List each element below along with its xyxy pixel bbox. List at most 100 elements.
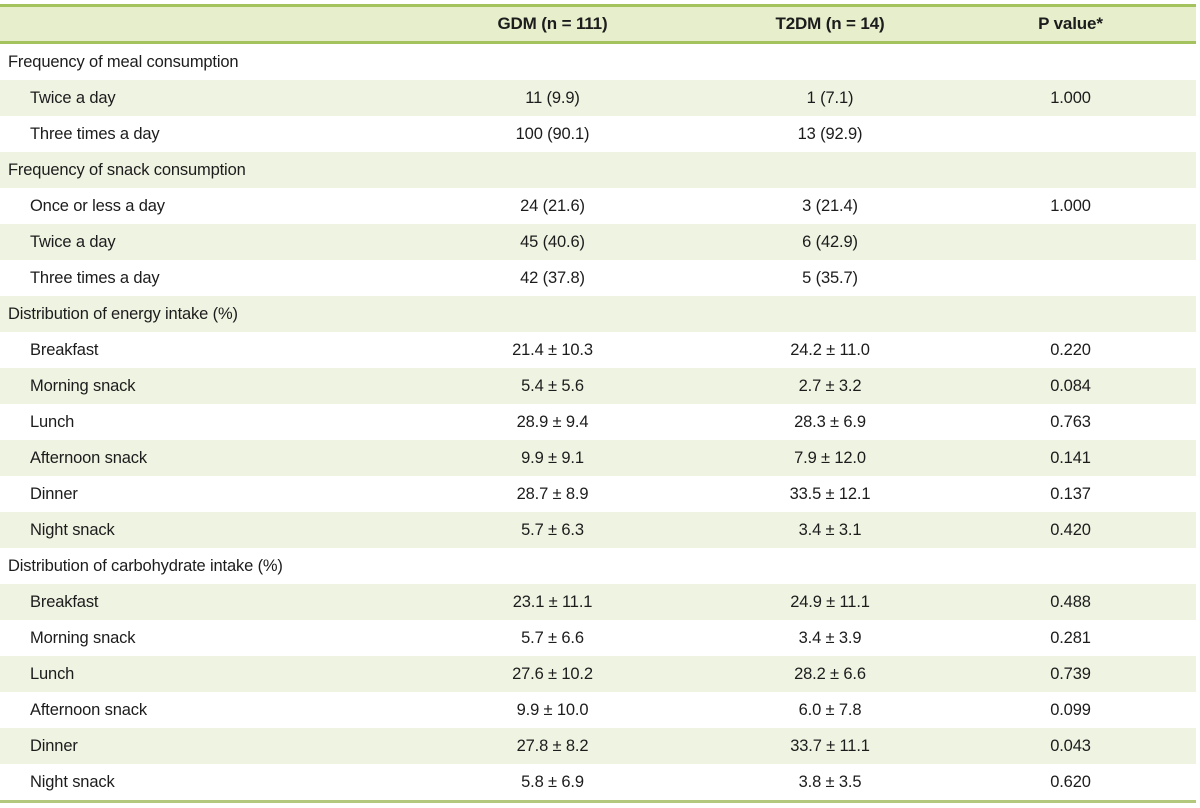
col-header-label	[0, 5, 390, 44]
t2dm-value-cell: 3.8 ± 3.5	[798, 772, 862, 791]
row-label-cell: Lunch	[30, 412, 75, 431]
table-row: Dinner 28.7 ± 8.9 33.5 ± 12.1 0.137	[0, 476, 1196, 512]
t2dm-value-cell: 6 (42.9)	[715, 224, 945, 260]
table-row: Afternoon snack 9.9 ± 10.0 6.0 ± 7.8 0.0…	[0, 692, 1196, 728]
p-value-cell	[945, 548, 1196, 584]
p-value-cell: 0.620	[1050, 772, 1091, 791]
t2dm-value-cell: 33.5 ± 12.1	[789, 484, 871, 503]
gdm-value-cell: 27.6 ± 10.2	[390, 656, 715, 692]
gdm-value-cell: 5.7 ± 6.3	[390, 512, 715, 548]
row-label-cell: Morning snack	[0, 368, 390, 404]
gdm-value-cell: 24 (21.6)	[520, 196, 585, 215]
table-row: Breakfast 21.4 ± 10.3 24.2 ± 11.0 0.220	[0, 332, 1196, 368]
t2dm-value-cell: 3.4 ± 3.9	[798, 628, 862, 647]
t2dm-value-cell: 7.9 ± 12.0	[715, 440, 945, 476]
t2dm-value-cell	[715, 152, 945, 188]
p-value-cell: 0.137	[1050, 484, 1091, 503]
table-row: Dinner 27.8 ± 8.2 33.7 ± 11.1 0.043	[0, 728, 1196, 764]
t2dm-value-cell: 13 (92.9)	[797, 124, 863, 143]
t2dm-value-cell: 3 (21.4)	[802, 196, 858, 215]
row-label-cell: Night snack	[0, 512, 390, 548]
gdm-value-cell: 9.9 ± 9.1	[390, 440, 715, 476]
gdm-value-cell	[390, 43, 715, 81]
gdm-value-cell: 5.4 ± 5.6	[390, 368, 715, 404]
t2dm-value-cell: 33.7 ± 11.1	[715, 728, 945, 764]
table-row: Morning snack 5.7 ± 6.6 3.4 ± 3.9 0.281	[0, 620, 1196, 656]
table-row: Lunch 27.6 ± 10.2 28.2 ± 6.6 0.739	[0, 656, 1196, 692]
gdm-value-cell: 28.7 ± 8.9	[516, 484, 589, 503]
col-header-t2dm: T2DM (n = 14)	[715, 5, 945, 44]
row-label-cell: Three times a day	[30, 124, 160, 143]
p-value-cell	[945, 43, 1196, 81]
p-value-cell: 0.043	[945, 728, 1196, 764]
table-row: Twice a day 45 (40.6) 6 (42.9)	[0, 224, 1196, 260]
row-label-cell: Twice a day	[0, 224, 390, 260]
t2dm-value-cell: 6.0 ± 7.8	[798, 700, 862, 719]
p-value-cell	[945, 224, 1196, 260]
gdm-value-cell: 27.8 ± 8.2	[390, 728, 715, 764]
table-row: Three times a day 100 (90.1) 13 (92.9)	[0, 116, 1196, 152]
row-label-cell: Distribution of energy intake (%)	[0, 296, 390, 332]
gdm-value-cell: 21.4 ± 10.3	[512, 340, 593, 359]
row-label-cell: Frequency of meal consumption	[8, 52, 239, 71]
gdm-value-cell	[390, 548, 715, 584]
gdm-value-cell: 100 (90.1)	[515, 124, 590, 143]
p-value-cell	[945, 116, 1196, 152]
header-row: GDM (n = 111) T2DM (n = 14) P value*	[0, 5, 1196, 44]
row-label-cell: Night snack	[30, 772, 115, 791]
p-value-cell: 0.763	[1050, 412, 1091, 431]
section-row: Frequency of meal consumption	[0, 43, 1196, 81]
col-header-pvalue: P value*	[945, 5, 1196, 44]
p-value-cell: 0.739	[945, 656, 1196, 692]
table-row: Morning snack 5.4 ± 5.6 2.7 ± 3.2 0.084	[0, 368, 1196, 404]
row-label-cell: Afternoon snack	[30, 700, 147, 719]
section-row: Frequency of snack consumption	[0, 152, 1196, 188]
table-row: Breakfast 23.1 ± 11.1 24.9 ± 11.1 0.488	[0, 584, 1196, 620]
table-row: Night snack 5.8 ± 6.9 3.8 ± 3.5 0.620	[0, 764, 1196, 802]
row-label-cell: Breakfast	[0, 584, 390, 620]
col-header-gdm: GDM (n = 111)	[390, 5, 715, 44]
gdm-value-cell: 5.8 ± 6.9	[521, 772, 584, 791]
gdm-value-cell: 11 (9.9)	[390, 80, 715, 116]
row-label-cell: Twice a day	[0, 80, 390, 116]
t2dm-value-cell	[715, 296, 945, 332]
p-value-cell	[945, 260, 1196, 296]
table-row: Three times a day 42 (37.8) 5 (35.7)	[0, 260, 1196, 296]
t2dm-value-cell: 2.7 ± 3.2	[715, 368, 945, 404]
gdm-value-cell: 28.9 ± 9.4	[516, 412, 589, 431]
t2dm-value-cell: 24.2 ± 11.0	[790, 340, 870, 359]
p-value-cell: 0.281	[1050, 628, 1091, 647]
p-value-cell: 0.141	[945, 440, 1196, 476]
t2dm-value-cell	[715, 43, 945, 81]
row-label-cell: Breakfast	[30, 340, 99, 359]
table-row: Night snack 5.7 ± 6.3 3.4 ± 3.1 0.420	[0, 512, 1196, 548]
t2dm-value-cell	[715, 548, 945, 584]
row-label-cell: Morning snack	[30, 628, 136, 647]
t2dm-value-cell: 1 (7.1)	[715, 80, 945, 116]
gdm-value-cell: 5.7 ± 6.6	[521, 628, 584, 647]
p-value-cell: 0.084	[945, 368, 1196, 404]
t2dm-value-cell: 28.2 ± 6.6	[715, 656, 945, 692]
table-row: Lunch 28.9 ± 9.4 28.3 ± 6.9 0.763	[0, 404, 1196, 440]
p-value-cell: 0.420	[945, 512, 1196, 548]
t2dm-value-cell: 24.9 ± 11.1	[715, 584, 945, 620]
p-value-cell: 1.000	[945, 80, 1196, 116]
row-label-cell: Afternoon snack	[0, 440, 390, 476]
table-header: GDM (n = 111) T2DM (n = 14) P value*	[0, 5, 1196, 44]
p-value-cell: 0.220	[1050, 340, 1091, 359]
gdm-value-cell	[390, 152, 715, 188]
t2dm-value-cell: 3.4 ± 3.1	[715, 512, 945, 548]
row-label-cell: Dinner	[0, 728, 390, 764]
section-row: Distribution of energy intake (%)	[0, 296, 1196, 332]
table-row: Once or less a day 24 (21.6) 3 (21.4) 1.…	[0, 188, 1196, 224]
gdm-value-cell: 45 (40.6)	[390, 224, 715, 260]
t2dm-value-cell: 28.3 ± 6.9	[794, 412, 866, 431]
p-value-cell: 1.000	[1050, 196, 1091, 215]
table-row: Twice a day 11 (9.9) 1 (7.1) 1.000	[0, 80, 1196, 116]
row-label-cell: Three times a day	[30, 268, 160, 287]
p-value-cell: 0.488	[945, 584, 1196, 620]
gdm-value-cell	[390, 296, 715, 332]
p-value-cell	[945, 296, 1196, 332]
row-label-cell: Lunch	[0, 656, 390, 692]
